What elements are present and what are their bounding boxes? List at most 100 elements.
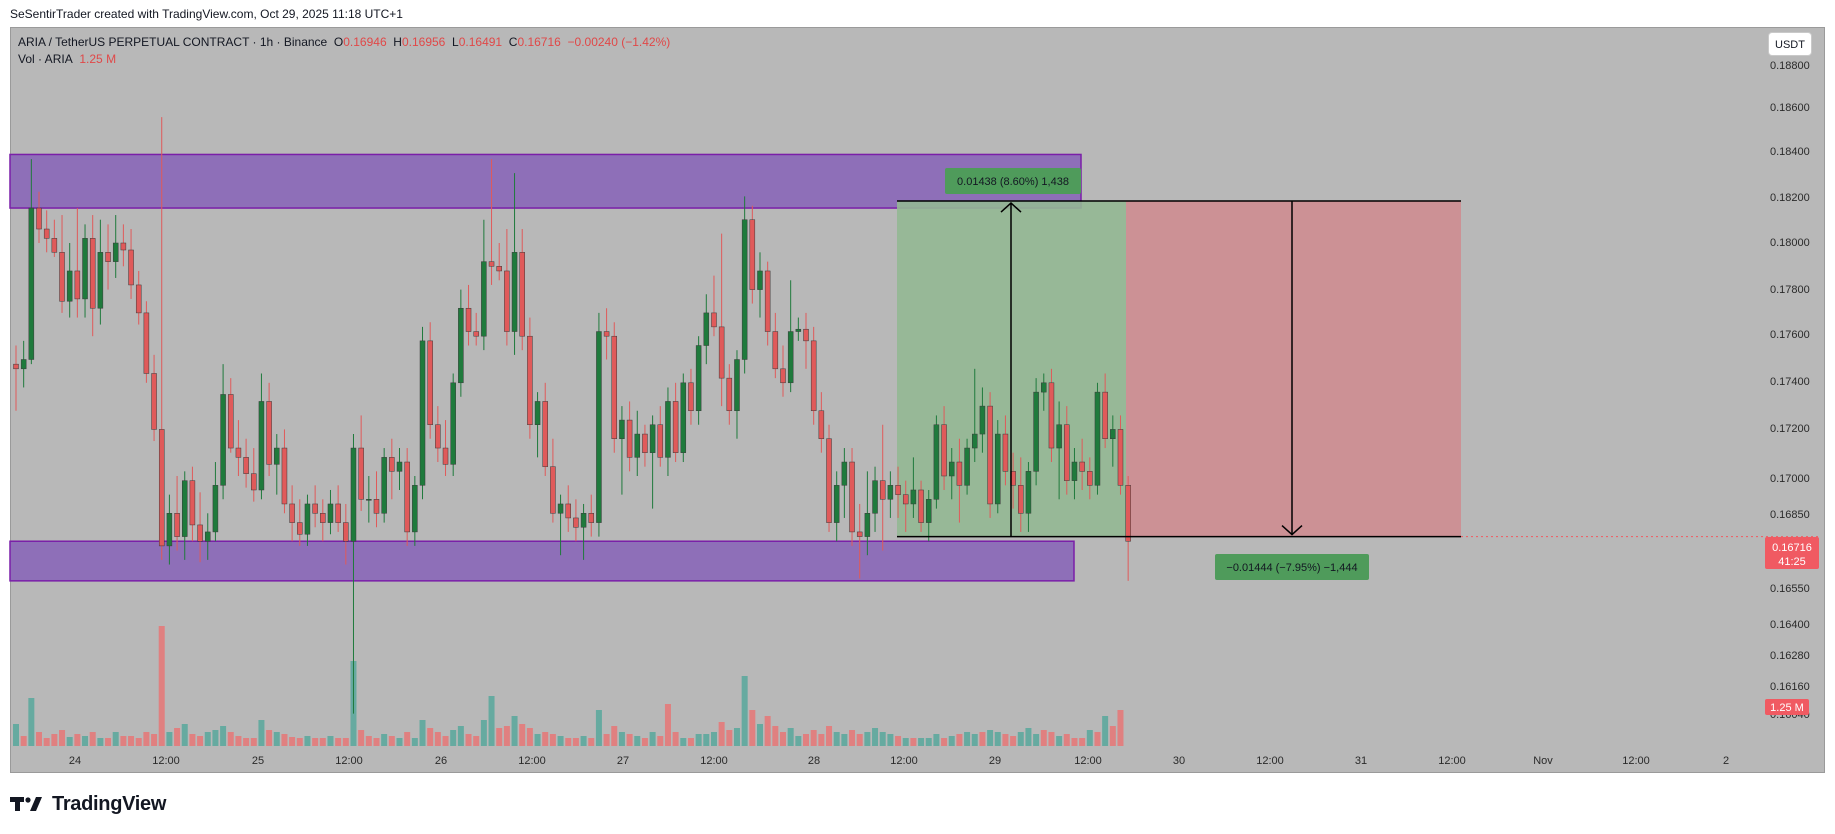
candle-body[interactable] — [419, 340, 426, 486]
candle-body[interactable] — [496, 266, 502, 272]
candle-body[interactable] — [120, 242, 127, 251]
candle-body[interactable] — [534, 401, 541, 425]
candle-body[interactable] — [987, 405, 993, 505]
candle-body[interactable] — [642, 433, 648, 453]
candle-body[interactable] — [1110, 429, 1116, 439]
candle-body[interactable] — [856, 531, 863, 537]
candle-body[interactable] — [795, 328, 802, 332]
candle-body[interactable] — [1064, 424, 1070, 481]
candle-body[interactable] — [251, 473, 257, 491]
candle-body[interactable] — [220, 394, 226, 486]
resistance-zone[interactable] — [9, 153, 1082, 209]
candle-body[interactable] — [1025, 471, 1032, 514]
candle-body[interactable] — [450, 382, 456, 465]
candle-body[interactable] — [979, 405, 986, 435]
candle-body[interactable] — [780, 368, 786, 384]
candle-body[interactable] — [803, 328, 809, 342]
candle-body[interactable] — [527, 335, 533, 425]
candle-body[interactable] — [412, 485, 418, 533]
candle-body[interactable] — [741, 219, 748, 360]
candle-body[interactable] — [166, 513, 173, 547]
candle-body[interactable] — [358, 447, 364, 500]
candle-body[interactable] — [910, 489, 917, 505]
candle-body[interactable] — [504, 270, 510, 332]
tradingview-logo[interactable]: TradingView — [10, 792, 166, 816]
symbol-title[interactable]: ARIA / TetherUS PERPETUAL CONTRACT · 1h … — [18, 35, 328, 49]
candle-body[interactable] — [1018, 485, 1024, 514]
candle-body[interactable] — [1125, 485, 1131, 542]
candle-body[interactable] — [465, 307, 472, 332]
candle-body[interactable] — [711, 312, 717, 328]
candle-body[interactable] — [304, 503, 311, 535]
candle-body[interactable] — [1048, 382, 1055, 449]
last-price-tag[interactable] — [1765, 537, 1819, 569]
candle-body[interactable] — [266, 401, 272, 465]
candle-body[interactable] — [872, 480, 878, 514]
candle-body[interactable] — [458, 307, 464, 384]
volume-label[interactable]: Vol · ARIA — [18, 52, 73, 66]
candle-body[interactable] — [519, 252, 525, 337]
candle-body[interactable] — [511, 252, 518, 332]
candle-body[interactable] — [350, 447, 357, 542]
candle-body[interactable] — [112, 242, 119, 262]
candle-body[interactable] — [573, 517, 579, 528]
candle-body[interactable] — [734, 359, 740, 412]
candle-body[interactable] — [1002, 433, 1009, 472]
candle-body[interactable] — [435, 424, 441, 449]
candle-body[interactable] — [956, 461, 963, 486]
candle-body[interactable] — [327, 503, 334, 523]
candle-body[interactable] — [74, 270, 81, 300]
candle-body[interactable] — [718, 326, 725, 379]
candle-body[interactable] — [389, 457, 395, 472]
candle-body[interactable] — [565, 503, 571, 519]
candle-body[interactable] — [89, 238, 96, 309]
candle-body[interactable] — [757, 270, 763, 290]
candle-body[interactable] — [649, 424, 656, 453]
candle-body[interactable] — [1041, 382, 1047, 393]
candle-body[interactable] — [596, 331, 602, 523]
candle-body[interactable] — [680, 382, 687, 453]
candle-body[interactable] — [826, 438, 832, 523]
candle-body[interactable] — [787, 331, 794, 384]
candle-body[interactable] — [964, 447, 970, 486]
candle-body[interactable] — [404, 461, 410, 533]
candle-body[interactable] — [879, 480, 886, 500]
candle-body[interactable] — [1071, 461, 1078, 481]
candle-body[interactable] — [335, 503, 341, 523]
candle-body[interactable] — [235, 447, 242, 458]
candle-body[interactable] — [258, 401, 265, 491]
candle-body[interactable] — [1056, 424, 1062, 449]
candle-body[interactable] — [1033, 391, 1039, 472]
candle-body[interactable] — [557, 503, 564, 514]
symbol-legend[interactable]: ARIA / TetherUS PERPETUAL CONTRACT · 1h … — [18, 35, 670, 49]
candle-body[interactable] — [488, 261, 495, 267]
candle-body[interactable] — [312, 503, 318, 514]
candle-body[interactable] — [1117, 429, 1124, 486]
candle-body[interactable] — [902, 494, 909, 505]
candle-body[interactable] — [588, 513, 594, 523]
candle-body[interactable] — [228, 394, 234, 449]
volume-tag[interactable] — [1765, 699, 1809, 715]
candle-body[interactable] — [197, 524, 203, 542]
candle-body[interactable] — [726, 377, 733, 412]
candle-body[interactable] — [243, 457, 249, 474]
candle-body[interactable] — [189, 480, 196, 526]
candle-body[interactable] — [473, 331, 479, 337]
candle-body[interactable] — [59, 252, 65, 302]
candle-body[interactable] — [657, 424, 664, 458]
support-zone[interactable] — [9, 540, 1075, 582]
candle-body[interactable] — [36, 207, 42, 230]
candle-body[interactable] — [481, 261, 487, 337]
candle-body[interactable] — [703, 312, 710, 346]
candle-body[interactable] — [43, 228, 50, 239]
candle-body[interactable] — [212, 485, 219, 533]
candle-body[interactable] — [281, 447, 288, 505]
candle-body[interactable] — [810, 340, 817, 412]
candle-body[interactable] — [1102, 391, 1108, 439]
candle-body[interactable] — [135, 284, 142, 314]
candle-body[interactable] — [941, 424, 947, 477]
volume-legend[interactable]: Vol · ARIA 1.25 M — [18, 52, 116, 66]
target-badge[interactable] — [945, 168, 1081, 194]
candle-body[interactable] — [895, 485, 901, 495]
